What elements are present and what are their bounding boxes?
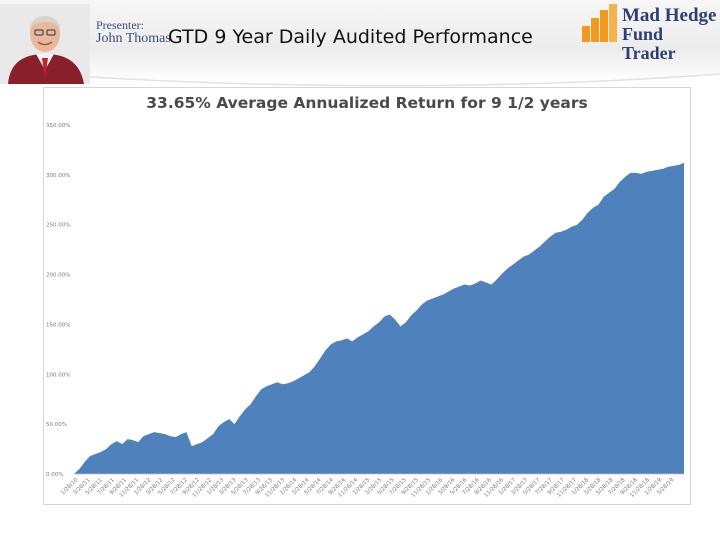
y-tick-label: 100.00% xyxy=(46,372,70,378)
y-tick-label: 0.00% xyxy=(46,472,63,478)
presenter-name: John Thomas xyxy=(96,31,171,46)
performance-area-chart: 0.00% 50.00% 100.00% 150.00% 200.00% 250.00% 3… xyxy=(46,123,684,499)
series-area xyxy=(74,162,684,474)
presenter-photo xyxy=(0,4,90,84)
y-tick-label: 200.00% xyxy=(46,273,70,279)
logo-line-2: Fund Trader xyxy=(622,24,676,63)
y-tick-label: 250.00% xyxy=(46,223,70,229)
y-tick-label: 350.00% xyxy=(46,123,70,129)
logo-line-1: Mad Hedge xyxy=(622,5,717,26)
presenter-label: Presenter: xyxy=(96,18,144,32)
presenter-block: Presenter: John Thomas xyxy=(96,18,171,46)
y-tick-label: 50.00% xyxy=(46,422,67,428)
mad-hedge-logo: Mad Hedge Fund Trader xyxy=(622,6,720,63)
mad-hedge-logo-icon xyxy=(582,4,617,42)
chart-frame: 33.65% Average Annualized Return for 9 1… xyxy=(43,87,691,505)
slide-title: GTD 9 Year Daily Audited Performance xyxy=(168,26,533,48)
y-tick-label: 300.00% xyxy=(46,173,70,179)
y-tick-label: 150.00% xyxy=(46,322,70,328)
chart-title: 33.65% Average Annualized Return for 9 1… xyxy=(146,94,588,112)
